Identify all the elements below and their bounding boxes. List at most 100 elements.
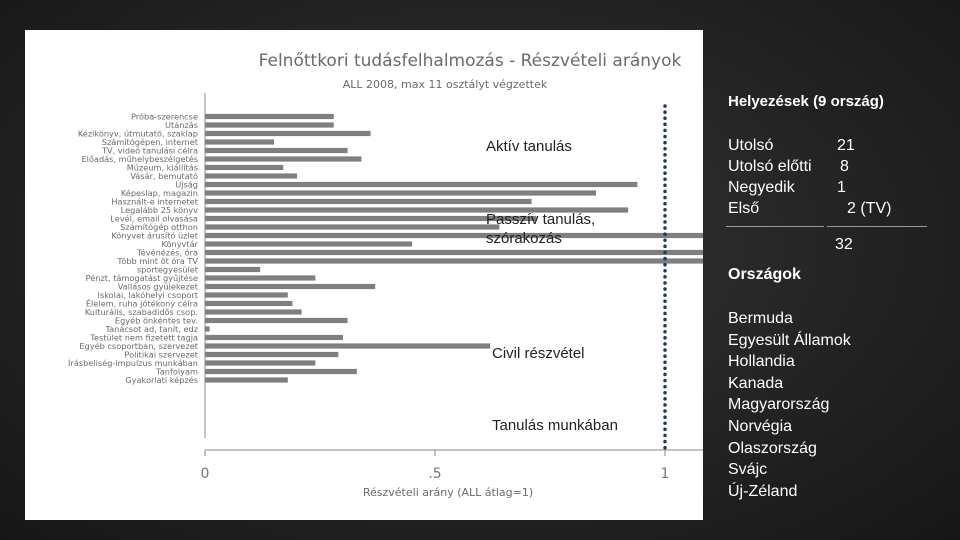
bar — [205, 326, 210, 332]
rankings-total: 32 — [835, 236, 853, 253]
x-tick-label: .5 — [428, 466, 441, 482]
divider-left — [726, 226, 824, 227]
bar — [205, 130, 371, 137]
bar — [205, 368, 357, 375]
category-label: Pénzt, támogatást gyűjtése — [86, 273, 198, 283]
ranking-value: 1 — [837, 179, 846, 196]
bar — [205, 360, 316, 366]
bar — [205, 181, 638, 188]
category-label: Utánzás — [165, 120, 198, 130]
bar — [205, 215, 537, 222]
countries-title: Országok — [728, 266, 801, 283]
bars-layer — [205, 113, 703, 383]
category-label: Egyéb csoportban, szervezet — [79, 341, 198, 351]
category-label: Könyvet árusító üzlet — [111, 231, 198, 241]
category-label: Próba-szerencse — [131, 112, 198, 122]
x-axis-title: Részvételi arány (ALL átlag=1) — [363, 486, 533, 499]
rankings-title: Helyezések (9 ország) — [728, 93, 884, 110]
ranking-label: Utolsó — [728, 137, 774, 154]
ranking-label: Utolsó előtti — [728, 158, 812, 175]
bar — [205, 198, 532, 205]
ranking-label: Első — [728, 200, 760, 217]
bar — [205, 232, 703, 239]
bar — [205, 147, 348, 154]
category-label: Kézikönyv, útmutató, szaklap — [78, 129, 198, 139]
category-label: Könyvtár — [162, 239, 199, 249]
ranking-value: 2 (TV) — [847, 200, 892, 217]
category-label: Tanácsot ad, tanít, edz — [104, 324, 198, 334]
category-label: Legalább 25 könyv — [121, 205, 198, 215]
category-label: TV, videó tanulási célra — [101, 146, 198, 156]
bar — [205, 292, 288, 298]
category-label: Előadás, műhelybeszélgetés — [81, 154, 198, 164]
country-item: Új-Zéland — [728, 482, 798, 500]
chart-subtitle: ALL 2008, max 11 osztályt végzettek — [343, 78, 548, 91]
bar — [205, 122, 334, 128]
country-item: Svájc — [728, 461, 768, 479]
bar — [205, 190, 596, 196]
x-axis: 0.511.52 — [201, 93, 703, 482]
category-label: Múzeum, kiállítás — [127, 163, 198, 173]
country-item: Norvégia — [728, 417, 793, 435]
bar — [205, 283, 376, 290]
bar — [205, 334, 343, 341]
ranking-value: 8 — [840, 158, 849, 175]
category-label: Levél, email olvasása — [110, 214, 198, 224]
bar — [205, 309, 302, 315]
category-label: Vásár, bemutató — [130, 171, 198, 181]
category-label: sportegyesület — [137, 265, 199, 275]
category-label: Számítógépen, internet — [102, 137, 199, 147]
category-label: Gyakorlati képzés — [125, 375, 198, 385]
ranking-value: 21 — [837, 137, 855, 154]
bar — [205, 139, 274, 145]
bar — [205, 343, 491, 349]
country-item: Magyarország — [728, 396, 830, 414]
category-label: Képeslap, magazin — [121, 188, 198, 198]
category-label: Iskolai, lakóhelyi csoport — [98, 290, 199, 300]
bar — [205, 113, 334, 120]
country-item: Egyesült Államok — [728, 331, 851, 349]
bar — [205, 173, 297, 179]
category-label: Élelem, ruha jótékony célra — [86, 298, 198, 309]
bar — [205, 249, 703, 256]
category-label: Újság — [175, 179, 198, 190]
annotation-workplace-learning: Tanulás munkában — [492, 417, 618, 434]
annotation-passive-learning: Passzív tanulás, szórakozás — [486, 211, 596, 247]
category-label: Írásbeliség-impulzus munkában — [68, 357, 198, 368]
country-list: Bermuda Egyesült Államok Hollandia Kanada Ma… — [728, 308, 851, 502]
category-label: Testület nem fizetett tagja — [89, 333, 198, 343]
country-item: Kanada — [728, 374, 784, 392]
category-label: Politikai szervezet — [124, 350, 198, 360]
bar — [205, 224, 500, 230]
category-label: Kulturális, szabadidős csop. — [85, 307, 198, 317]
bar — [205, 156, 362, 162]
rankings-list: Utolsó 21 Utolsó előtti 8 Negyedik 1 Els… — [728, 137, 928, 227]
x-tick-label: 0 — [201, 466, 210, 482]
category-label: Tanfolyam — [155, 367, 198, 377]
divider-right — [827, 226, 927, 227]
x-tick-label: 1 — [661, 466, 670, 482]
category-label: Tévénézés, óra — [136, 248, 198, 258]
country-item: Bermuda — [728, 310, 793, 327]
chart-title: Felnőttkori tudásfelhalmozás - Részvétel… — [259, 51, 682, 71]
bar — [205, 377, 288, 383]
annotation-active-learning: Aktív tanulás — [486, 138, 572, 155]
ranking-label: Negyedik — [728, 179, 795, 196]
bar — [205, 266, 261, 273]
bar — [205, 351, 339, 358]
bar — [205, 258, 703, 264]
annotation-civic-participation: Civil részvétel — [492, 345, 585, 362]
chart-panel: Felnőttkori tudásfelhalmozás - Részvétel… — [25, 30, 703, 520]
bar — [205, 300, 293, 307]
bar — [205, 207, 629, 213]
category-label: Több mint öt óra TV — [116, 256, 198, 266]
bar — [205, 164, 284, 171]
bar — [205, 241, 412, 247]
bar — [205, 275, 316, 281]
category-label: Számítógép otthon — [120, 222, 198, 232]
country-item: Hollandia — [728, 353, 795, 371]
category-label: Egyéb önkéntes tev. — [115, 316, 198, 326]
category-label: Használt-e internetet — [111, 197, 198, 207]
bar — [205, 317, 348, 324]
